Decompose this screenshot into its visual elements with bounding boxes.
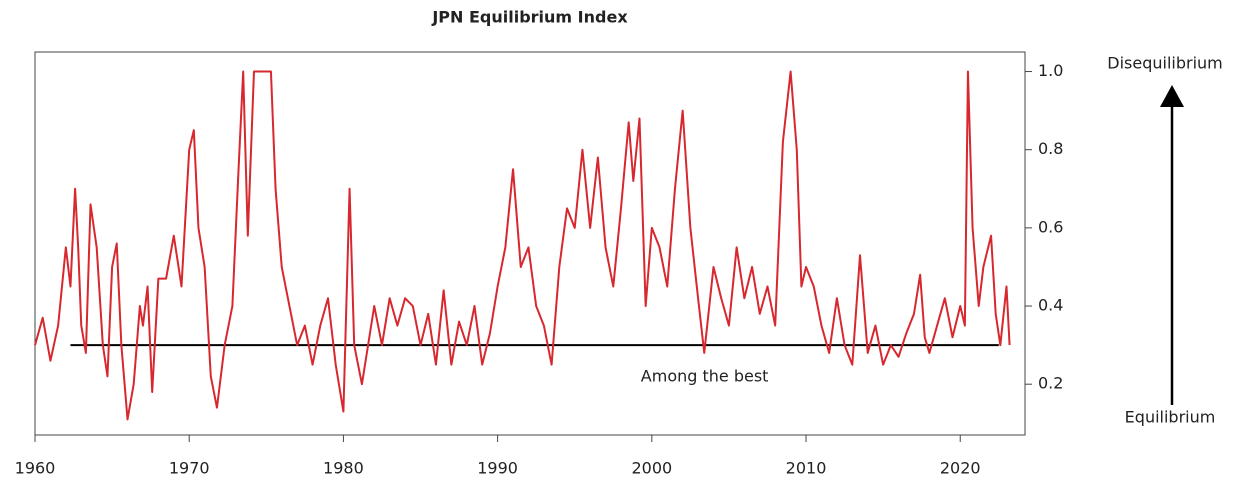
y-tick-label: 0.6 bbox=[1038, 217, 1063, 236]
y-tick-label: 0.8 bbox=[1038, 139, 1063, 158]
x-tick-label: 2010 bbox=[786, 459, 827, 478]
x-tick-label: 1990 bbox=[477, 459, 518, 478]
y-tick-label: 0.4 bbox=[1038, 296, 1063, 315]
y-tick-label: 1.0 bbox=[1038, 61, 1063, 80]
x-tick-label: 1980 bbox=[323, 459, 364, 478]
x-tick-label: 1960 bbox=[15, 459, 56, 478]
x-tick-label: 1970 bbox=[169, 459, 210, 478]
reference-label: Among the best bbox=[641, 367, 769, 386]
plot-frame bbox=[34, 51, 1026, 436]
chart-title: JPN Equilibrium Index bbox=[431, 8, 628, 27]
x-tick-label: 2020 bbox=[940, 459, 981, 478]
top-annotation: Disequilibrium bbox=[1107, 54, 1222, 73]
y-tick-label: 0.2 bbox=[1038, 374, 1063, 393]
data-line bbox=[34, 70, 1011, 421]
x-tick-label: 2000 bbox=[631, 459, 672, 478]
bottom-annotation: Equilibrium bbox=[1125, 408, 1216, 427]
arrow-head bbox=[1160, 85, 1184, 107]
